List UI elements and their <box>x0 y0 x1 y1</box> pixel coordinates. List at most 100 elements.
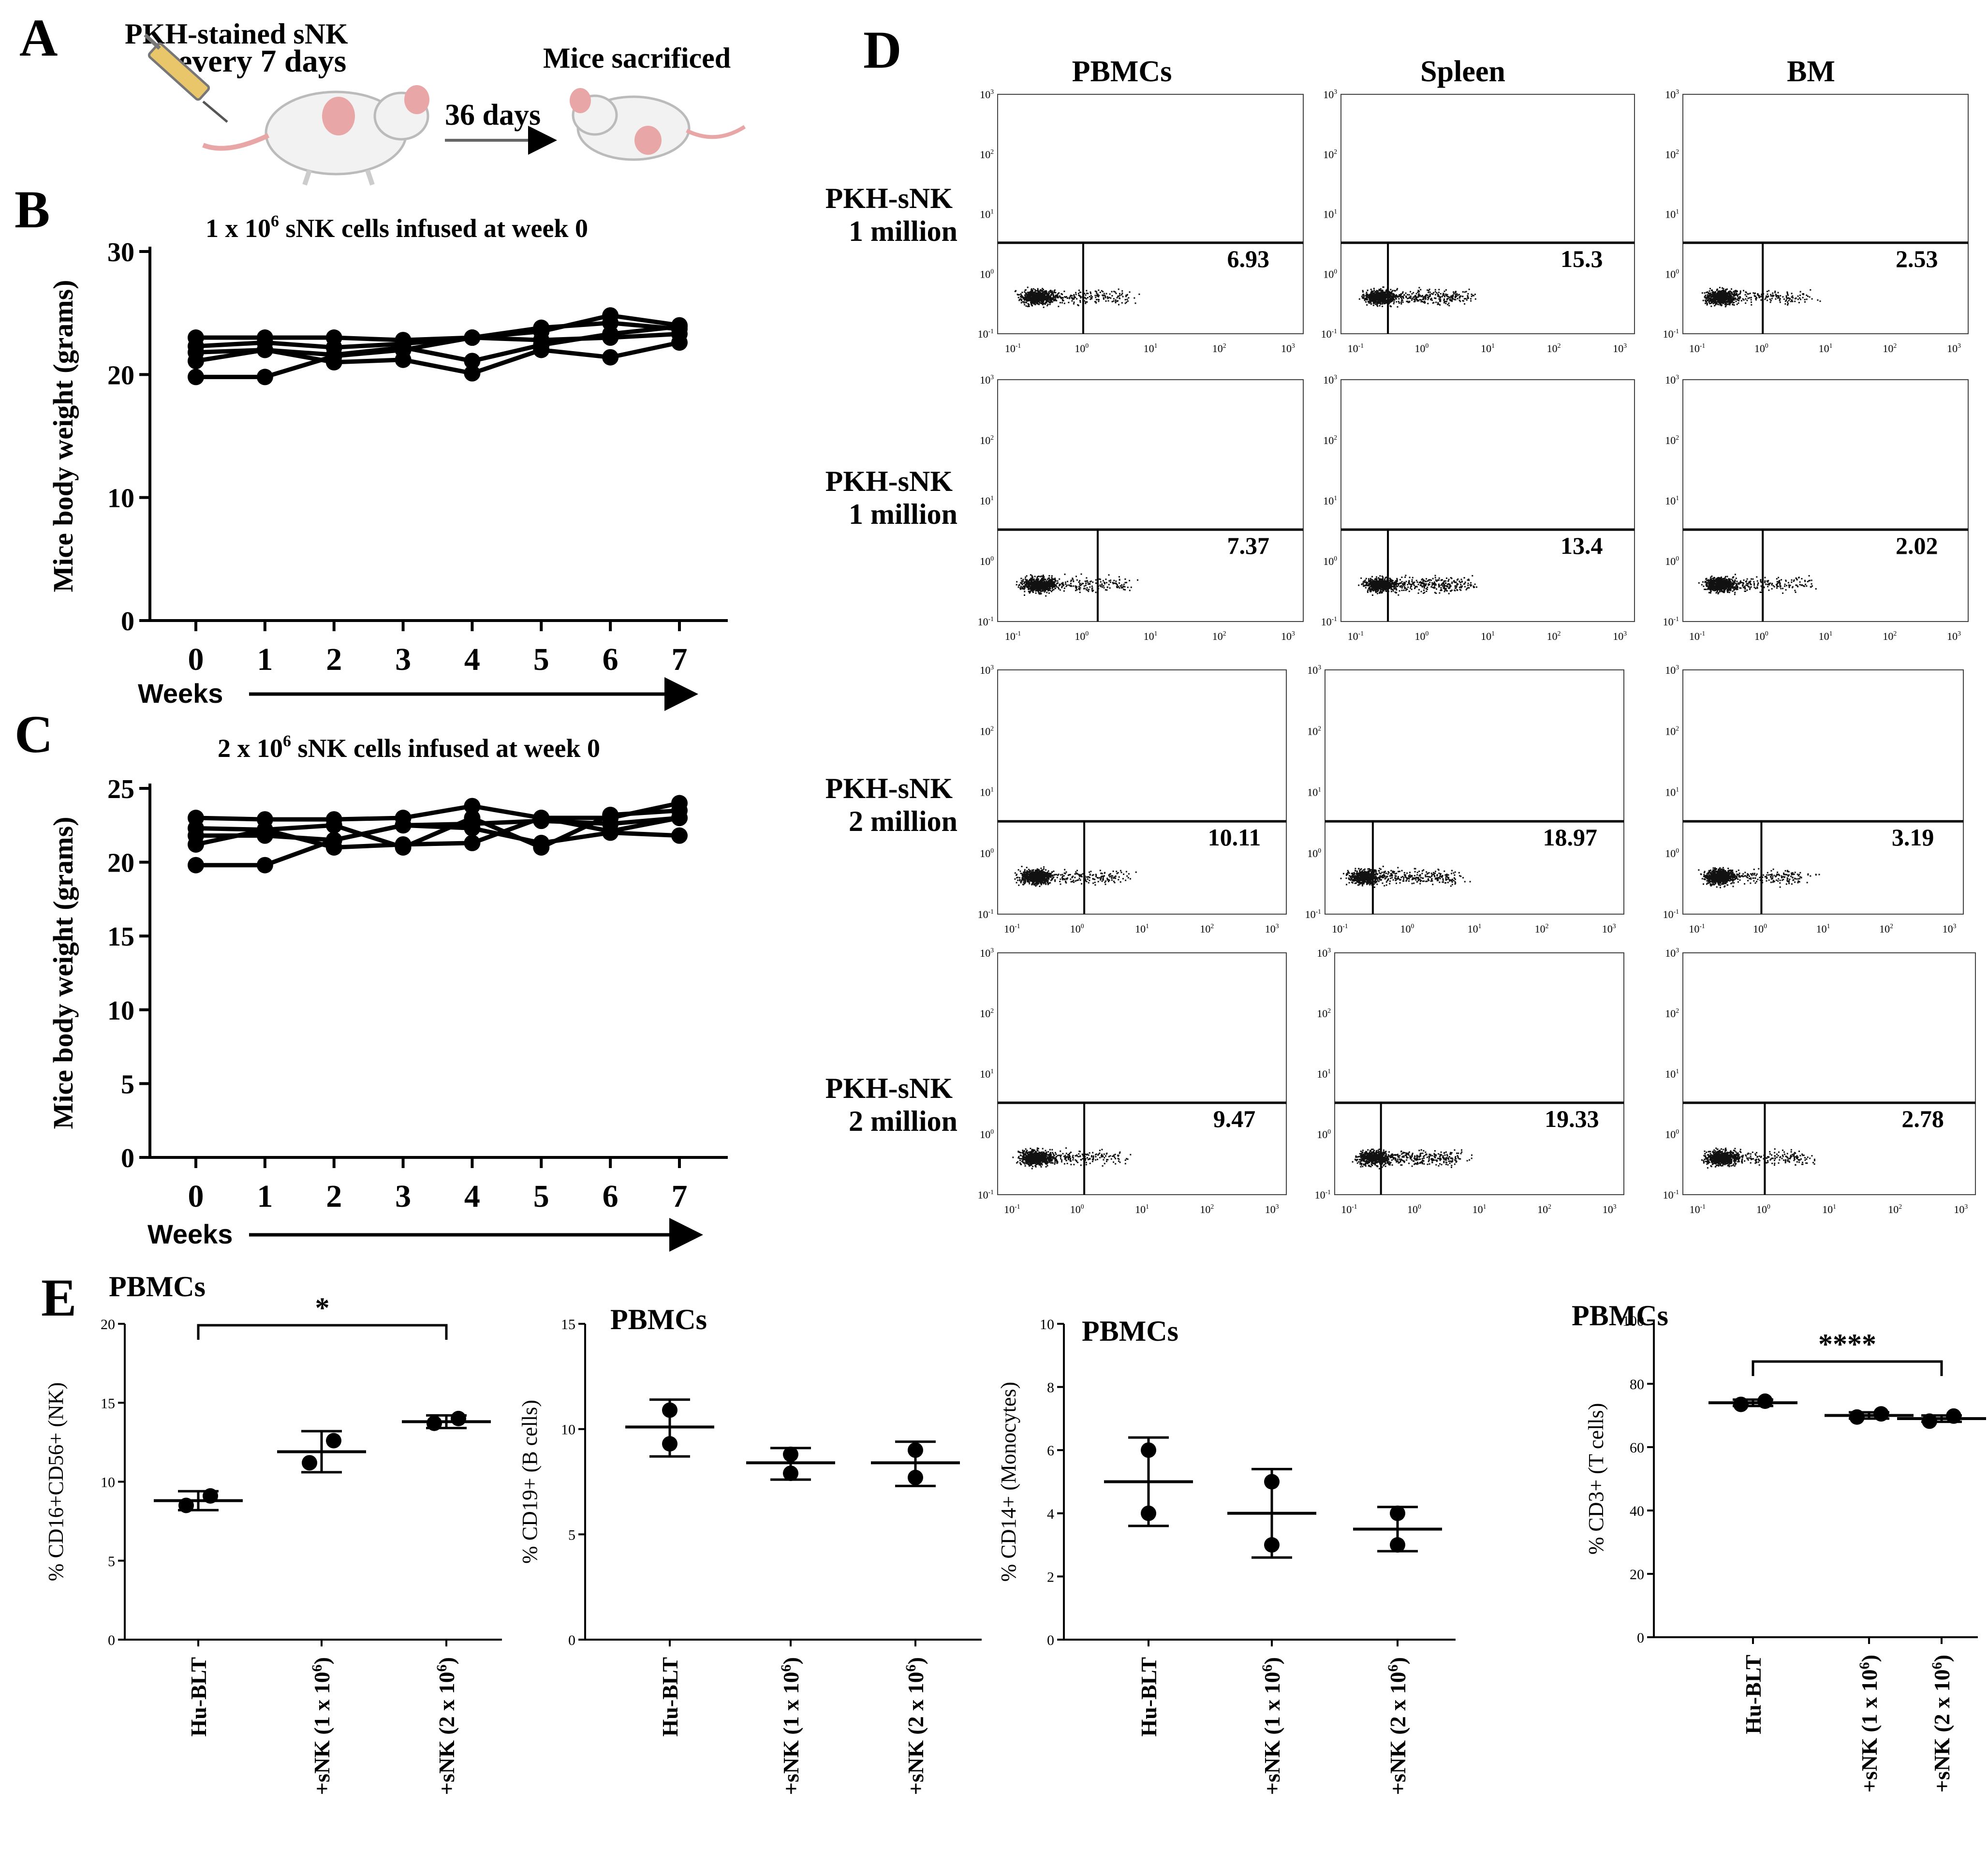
y-tick-label: 10 <box>561 1422 575 1438</box>
flow-y-tick-label: 103 <box>980 947 994 959</box>
x-tick-label: +sNK (1 x 106) <box>778 1657 803 1795</box>
flow-y-tick-label: 103 <box>980 373 994 386</box>
flow-y-tick-label: 10-1 <box>978 1188 994 1201</box>
x-tick-label: +sNK (2 x 106) <box>434 1657 459 1795</box>
y-tick-label: 0 <box>108 1632 115 1648</box>
flow-x-tick-label: 102 <box>1547 630 1561 642</box>
flow-y-tick-label: 103 <box>1665 947 1679 959</box>
y-tick-label: 5 <box>121 1069 134 1099</box>
flow-x-tick-label: 103 <box>1943 922 1957 935</box>
flow-x-tick-label: 100 <box>1407 1203 1421 1215</box>
weight-chart-1million: 1 x 106 sNK cells infused at week 001020… <box>47 212 728 711</box>
flow-x-tick-label: 102 <box>1888 1203 1902 1215</box>
x-tick-label: Hu-BLT <box>658 1657 682 1737</box>
flow-events <box>1358 575 1477 596</box>
x-tick-label: 1 <box>257 1179 273 1214</box>
flow-x-tick-label: 10-1 <box>1004 922 1020 935</box>
flow-x-tick-label: 101 <box>1135 1203 1149 1215</box>
flow-y-tick-label: 103 <box>1665 373 1679 386</box>
data-point <box>464 815 481 832</box>
gate-percentage: 2.78 <box>1901 1105 1944 1132</box>
flow-x-tick-label: 100 <box>1400 922 1414 935</box>
flow-y-tick-label: 100 <box>980 267 994 280</box>
flow-events <box>1016 573 1138 597</box>
flow-y-tick-label: 10-1 <box>978 327 994 340</box>
flow-row-label-line1: PKH-sNK <box>825 1072 953 1104</box>
flow-x-tick-label: 102 <box>1212 342 1226 355</box>
flow-y-tick-label: 100 <box>980 555 994 567</box>
panel-label-c: C <box>15 705 53 764</box>
flow-x-tick-label: 10-1 <box>1689 342 1705 355</box>
flow-y-tick-label: 103 <box>1323 373 1337 386</box>
y-axis-label: % CD19+ (B cells) <box>518 1400 542 1564</box>
y-axis-label: % CD14+ (Monocytes) <box>997 1382 1020 1582</box>
flow-y-tick-label: 103 <box>1317 947 1331 959</box>
flow-x-tick-label: 101 <box>1481 630 1495 642</box>
flow-plot: 10-1 10-1 100 100 101 101 102 102 103 103 10.11 <box>978 664 1287 935</box>
flow-y-tick-label: 103 <box>980 88 994 101</box>
y-tick-label: 6 <box>1047 1443 1054 1459</box>
flow-y-tick-label: 10-1 <box>978 908 994 920</box>
flow-row-label-line2: 2 million <box>849 805 957 837</box>
flow-x-tick-label: 101 <box>1135 922 1149 935</box>
panel-label-b: B <box>15 180 50 239</box>
data-point <box>188 353 204 370</box>
panel-a-schematic: PKH-stained sNK every 7 days 36 days Mic… <box>125 18 746 186</box>
flow-x-tick-label: 103 <box>1947 630 1961 642</box>
flow-plot: 10-1 10-1 100 100 101 101 102 102 103 103 2.53 <box>1663 88 1969 355</box>
x-tick-label: 7 <box>672 1179 688 1214</box>
flow-y-tick-label: 100 <box>1665 555 1679 567</box>
x-tick-label: 2 <box>326 642 342 677</box>
y-tick-label: 2 <box>1047 1569 1054 1585</box>
flow-y-tick-label: 10-1 <box>1663 327 1679 340</box>
y-axis-label: Mice body weight (grams) <box>47 280 79 592</box>
flow-y-tick-label: 10-1 <box>978 615 994 628</box>
flow-y-tick-label: 102 <box>1323 434 1337 446</box>
y-tick-label: 0 <box>1047 1632 1054 1648</box>
flow-plot: 10-1 10-1 100 100 101 101 102 102 103 103 18.97 <box>1305 664 1624 935</box>
gate-percentage: 18.97 <box>1543 824 1598 851</box>
flow-y-tick-label: 102 <box>1317 1007 1331 1020</box>
data-point <box>427 1415 442 1431</box>
flow-x-tick-label: 100 <box>1070 922 1084 935</box>
series-line <box>195 801 680 822</box>
flow-y-tick-label: 102 <box>1323 148 1337 161</box>
x-axis-label: Weeks <box>138 678 223 709</box>
flow-x-tick-label: 10-1 <box>1690 1203 1706 1215</box>
x-tick-label: +sNK (1 x 106) <box>1856 1655 1882 1792</box>
flow-y-tick-label: 10-1 <box>1305 908 1321 920</box>
chart-title: 2 x 106 sNK cells infused at week 0 <box>218 732 600 763</box>
flow-y-tick-label: 101 <box>1317 1067 1331 1080</box>
flow-plot: 10-1 10-1 100 100 101 101 102 102 103 103 19.33 <box>1315 947 1624 1215</box>
flow-x-tick-label: 10-1 <box>1004 1203 1020 1215</box>
y-tick-label: 0 <box>121 1143 134 1173</box>
data-point <box>1922 1413 1937 1429</box>
flow-x-tick-label: 100 <box>1415 630 1429 642</box>
flow-x-tick-label: 102 <box>1537 1203 1551 1215</box>
x-tick-label: 6 <box>603 1179 618 1214</box>
flow-y-tick-label: 101 <box>1665 1067 1679 1080</box>
flow-plot-frame <box>1325 669 1624 915</box>
flow-plot: 10-1 10-1 100 100 101 101 102 102 103 103 3.19 <box>1663 664 1964 935</box>
data-point <box>1141 1505 1156 1521</box>
data-point <box>602 815 619 832</box>
series-line <box>195 340 680 376</box>
data-point <box>395 817 412 834</box>
flow-y-tick-label: 102 <box>980 725 994 737</box>
data-point <box>908 1469 923 1485</box>
flow-x-tick-label: 100 <box>1753 922 1767 935</box>
data-point <box>1757 1393 1773 1409</box>
syringe-icon <box>144 33 228 123</box>
data-point <box>671 810 688 827</box>
x-tick-label: +sNK (2 x 106) <box>1385 1657 1410 1795</box>
mouse-icon <box>202 85 429 186</box>
flow-row-label-line2: 2 million <box>849 1105 957 1137</box>
x-tick-label: 0 <box>188 642 204 677</box>
panel-label-d: D <box>863 20 901 79</box>
x-tick-label: 6 <box>603 642 618 677</box>
flow-plot: 10-1 10-1 100 100 101 101 102 102 103 103 2.02 <box>1663 373 1969 642</box>
data-point <box>602 349 619 366</box>
panel-label-e: E <box>41 1268 76 1327</box>
y-tick-label: 15 <box>561 1317 575 1333</box>
y-tick-label: 100 <box>1622 1313 1644 1329</box>
